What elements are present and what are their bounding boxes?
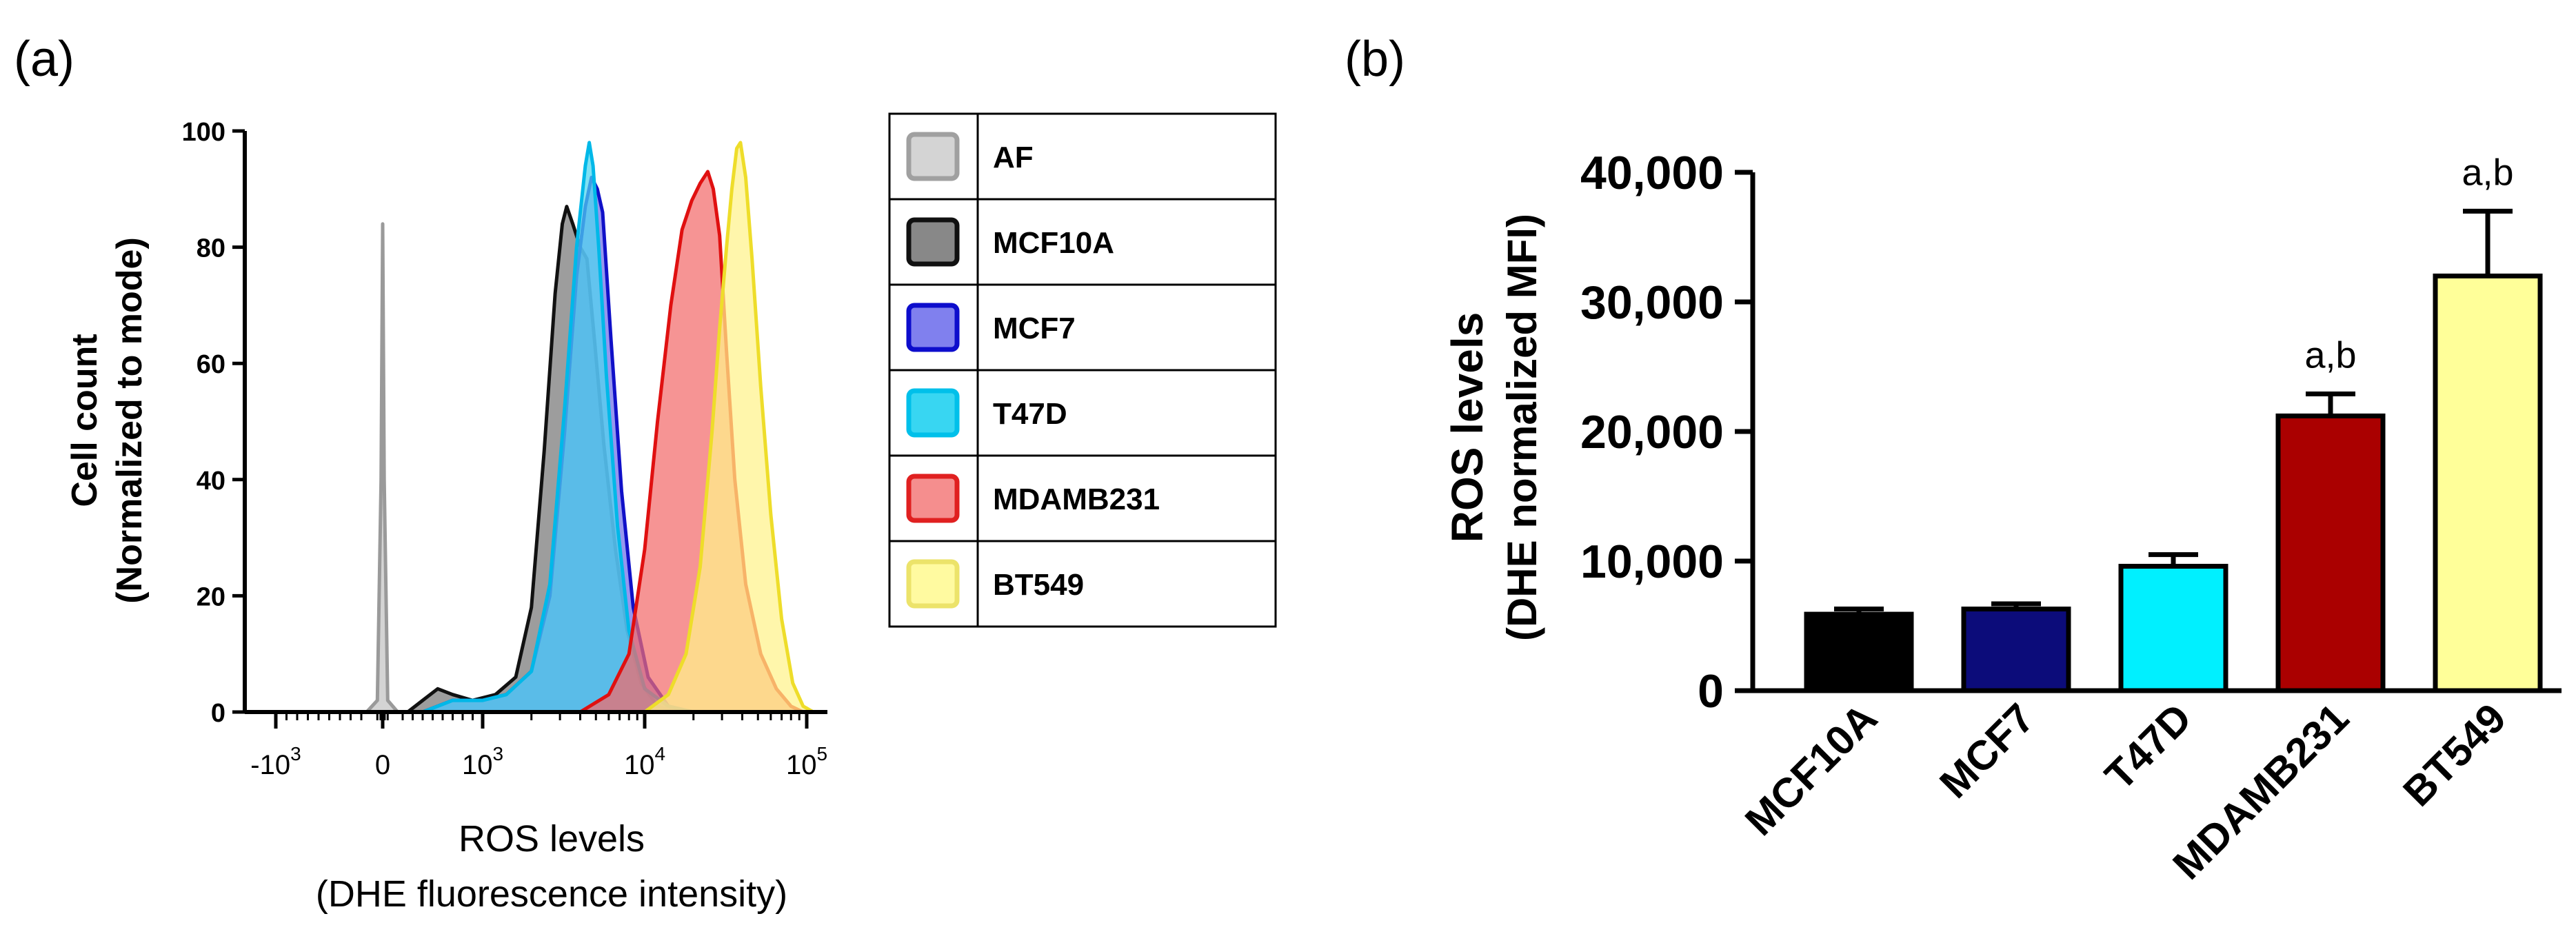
panel-a-histogram: (a) 0 20 40 60 80 100 -103 0 103 104 105 Cell cou… <box>14 32 1277 915</box>
panel-a-x-ticks: -103 0 103 104 105 <box>250 712 827 780</box>
panel-b-y-tick-label: 10,000 <box>1580 536 1724 588</box>
panel-a-x-tick-label: -103 <box>250 743 301 780</box>
histogram-bt549 <box>643 141 816 714</box>
legend-label-t47d: T47D <box>993 397 1067 431</box>
panel-b-bar-chart: (b) a,b a,b 0 10,000 20,000 30,000 40,000 MCF… <box>1345 32 2562 888</box>
panel-a-y-ticks: 0 20 40 60 80 100 <box>182 118 245 728</box>
bar-mcf7 <box>1961 607 2071 693</box>
panel-b-label: (b) <box>1345 32 1405 87</box>
legend-swatch-bt549 <box>906 559 960 609</box>
x-label-bt549: BT549 <box>2394 695 2515 815</box>
histogram-af <box>365 222 400 714</box>
legend-swatch-af <box>906 132 960 181</box>
legend-label-mcf7: MCF7 <box>993 312 1076 345</box>
panel-a-x-tick-label: 0 <box>375 750 390 780</box>
panel-b-bars: a,b a,b <box>1804 152 2543 693</box>
legend-swatch-t47d <box>906 388 960 438</box>
panel-b-y-axis-title: ROS levels <box>1442 312 1492 542</box>
panel-a-x-axis-subtitle: (DHE fluorescence intensity) <box>316 873 787 915</box>
panel-a-x-minor-ticks <box>285 712 801 720</box>
panel-b-y-tick-label: 40,000 <box>1580 147 1724 199</box>
panel-b-y-tick-label: 0 <box>1698 665 1724 718</box>
legend-swatch-mcf10a <box>906 217 960 267</box>
panel-a-y-tick-label: 20 <box>197 582 225 611</box>
significance-label-bt549: a,b <box>2462 152 2513 193</box>
legend-swatch-mcf7 <box>906 303 960 352</box>
legend-label-mdamb231: MDAMB231 <box>993 482 1160 516</box>
panel-b-y-tick-label: 30,000 <box>1580 276 1724 329</box>
panel-a-x-tick-label: 105 <box>786 743 827 780</box>
legend-label-bt549: BT549 <box>993 568 1084 602</box>
bar-bt549 <box>2433 273 2543 693</box>
panel-a-y-axis-title: Cell count <box>65 334 105 507</box>
histogram-series-layer <box>365 141 816 714</box>
panel-b-y-axis-subtitle: (DHE normalized MFI) <box>1499 214 1545 641</box>
significance-label-mdamb231: a,b <box>2304 334 2356 376</box>
legend-label-af: AF <box>993 141 1034 174</box>
panel-a-label: (a) <box>14 32 74 87</box>
panel-a-x-tick-label: 104 <box>624 743 665 780</box>
legend-label-mcf10a: MCF10A <box>993 226 1114 260</box>
panel-a-y-tick-label: 60 <box>197 350 225 379</box>
panel-a-x-axis-title: ROS levels <box>459 818 645 860</box>
panel-b-y-ticks: 0 10,000 20,000 30,000 40,000 <box>1580 147 1753 718</box>
panel-a-y-axis-subtitle: (Normalized to mode) <box>110 237 150 604</box>
bar-t47d <box>2118 564 2228 693</box>
panel-a-x-tick-label: 103 <box>462 743 503 780</box>
x-label-t47d: T47D <box>2096 695 2200 799</box>
panel-a-y-tick-label: 80 <box>197 234 225 263</box>
panel-b-y-tick-label: 20,000 <box>1580 406 1724 458</box>
panel-a-y-tick-label: 100 <box>182 118 225 147</box>
bar-mcf10a <box>1804 611 1914 693</box>
panel-a-legend: AF MCF10A MCF7 T47D MDAMB231 BT549 <box>888 112 1277 628</box>
panel-a-y-tick-label: 40 <box>197 467 225 496</box>
panel-a-y-tick-label: 0 <box>211 699 225 728</box>
x-label-mcf10a: MCF10A <box>1736 695 1886 844</box>
legend-swatch-mdamb231 <box>906 474 960 523</box>
bar-mdamb231 <box>2275 413 2386 693</box>
x-label-mcf7: MCF7 <box>1931 695 2043 807</box>
